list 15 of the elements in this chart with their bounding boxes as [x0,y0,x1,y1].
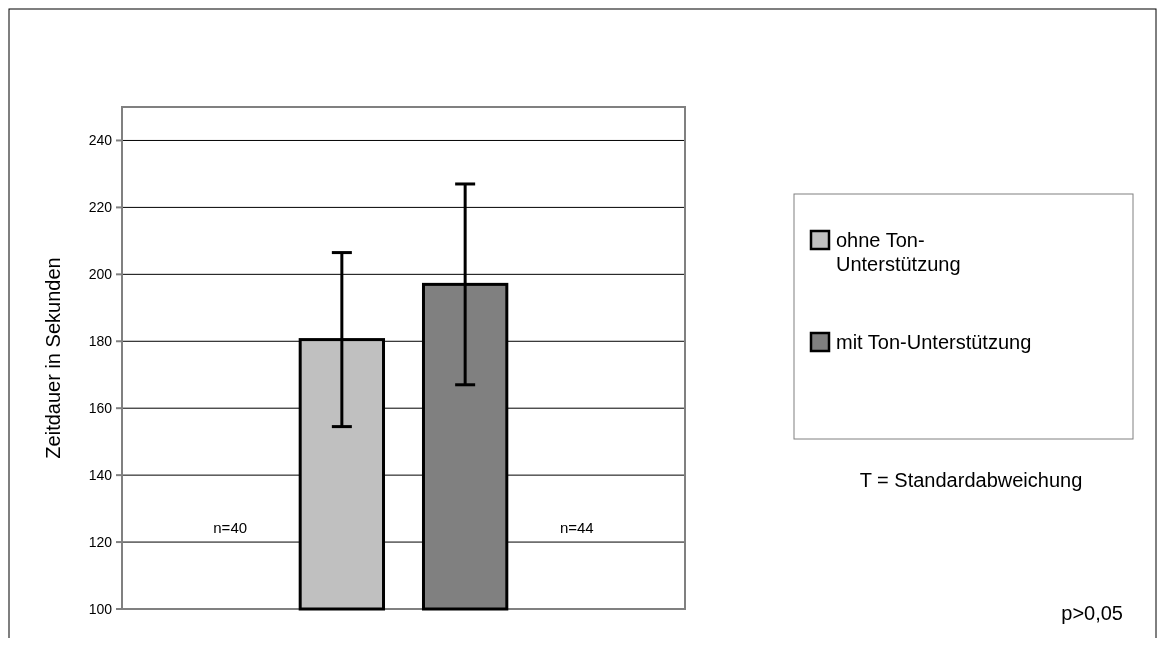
y-tick-label: 220 [88,199,113,216]
legend-label: ohne Ton-Unterstützung [836,229,961,275]
legend-label: mit Ton-Unterstützung [836,331,1032,353]
y-tick-label: 180 [88,333,113,350]
y-tick-label: 140 [88,467,113,484]
annotation: n=40 [213,519,248,536]
y-tick-label: 240 [88,132,113,149]
y-tick-label: 120 [88,533,113,550]
text: p>0,05 [1061,602,1123,624]
y-tick-label: 200 [88,266,113,283]
annotation: n=44 [559,519,594,536]
y-tick-label: 160 [88,400,113,417]
y-tick-label: 100 [88,600,113,617]
text: T = Standardabweichung [859,469,1083,491]
y-axis-title: Zeitdauer in Sekunden [42,257,64,459]
